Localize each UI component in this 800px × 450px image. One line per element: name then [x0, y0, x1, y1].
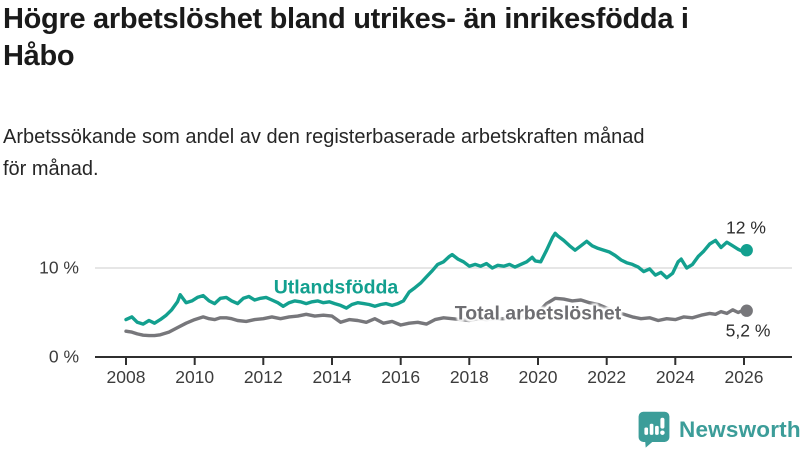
x-axis-tick-label: 2018	[450, 367, 489, 387]
series-label-utlandsfodda: Utlandsfödda	[273, 276, 399, 299]
y-axis-tick-label-10: 10 %	[39, 257, 79, 278]
x-axis-tick-label: 2012	[244, 367, 283, 387]
x-axis-tick-label: 2016	[381, 367, 420, 387]
newsworthy-logo-text: Newsworthy	[679, 416, 800, 442]
series-line-total	[124, 296, 749, 338]
x-axis-tick-label: 2020	[519, 367, 558, 387]
x-axis-tick-label: 2026	[725, 367, 764, 387]
x-axis-tick-label: 2022	[587, 367, 626, 387]
series-label-total-arbetsloshet: Total arbetslöshet	[454, 302, 622, 325]
y-axis-tick-label-0: 0 %	[48, 346, 79, 367]
x-axis-tick-label: 2014	[313, 367, 352, 387]
end-value-label-total-arbetsloshet: 5,2 %	[725, 320, 771, 341]
series-line-utlandsfodda	[124, 231, 749, 326]
chart-subtitle: Arbetssökande som andel av den registerb…	[3, 126, 645, 180]
newsworthy-logo[interactable]: Newsworthy	[638, 411, 800, 448]
series-end-dot-total	[740, 304, 753, 317]
x-axis-tick-label: 2024	[656, 367, 695, 387]
x-axis-tick-label: 2010	[175, 367, 214, 387]
chart-title: Högre arbetslöshet bland utrikes- än inr…	[3, 3, 689, 72]
x-axis-tick-label: 2008	[107, 367, 146, 387]
bar-chart-speech-bubble-icon	[638, 411, 670, 448]
end-value-label-utlandsfodda: 12 %	[726, 217, 766, 238]
series-end-dot-utlandsfodda	[740, 244, 753, 257]
